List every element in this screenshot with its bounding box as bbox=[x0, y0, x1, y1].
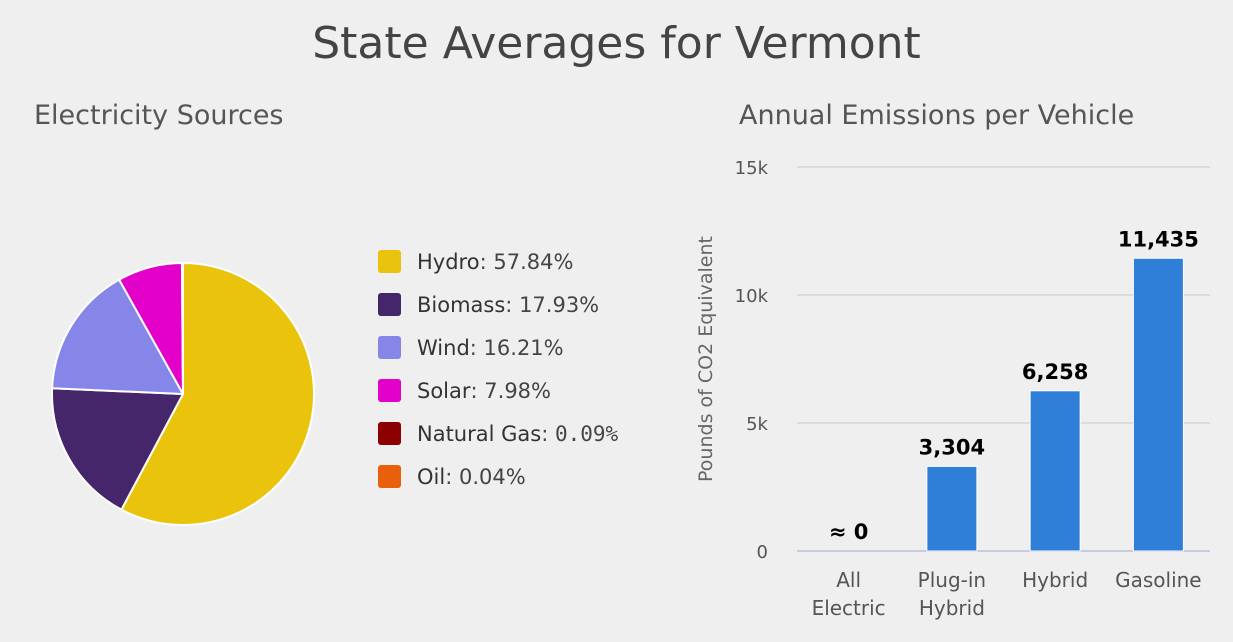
legend-item-wind[interactable]: Wind: 16.21% bbox=[378, 326, 618, 369]
bar-data-label: ≈ 0 bbox=[829, 520, 869, 544]
legend-item-oil[interactable]: Oil: 0.04% bbox=[378, 455, 618, 498]
y-tick-label: 15k bbox=[735, 158, 769, 179]
legend-value-biomass: 17.93% bbox=[519, 292, 600, 317]
legend-swatch-natural-gas bbox=[378, 422, 401, 445]
pie-slice-hydro[interactable] bbox=[120, 262, 315, 526]
legend-value-wind: 16.21% bbox=[483, 335, 564, 360]
y-tick-label: 5k bbox=[746, 414, 768, 435]
legend-name-oil: Oil bbox=[417, 464, 446, 489]
bar-gasoline[interactable] bbox=[1132, 257, 1184, 552]
legend-name-biomass: Biomass bbox=[417, 292, 506, 317]
legend-swatch-wind bbox=[378, 336, 401, 359]
electricity-sources-pie-chart bbox=[51, 261, 315, 526]
pie-chart-title: Electricity Sources bbox=[34, 100, 284, 131]
legend-swatch-hydro bbox=[378, 250, 401, 273]
page-title: State Averages for Vermont bbox=[312, 18, 921, 69]
bar-chart-title: Annual Emissions per Vehicle bbox=[739, 100, 1135, 131]
bar-data-label: 3,304 bbox=[919, 435, 985, 459]
pie-legend: Hydro: 57.84% Biomass: 17.93% Wind: 16.2… bbox=[378, 240, 618, 498]
annual-emissions-bar-chart: 0 5k 10k 15k Pounds of CO2 Equivalent ≈ 0 All E… bbox=[695, 158, 1210, 620]
legend-name-wind: Wind bbox=[417, 335, 470, 360]
legend-item-hydro[interactable]: Hydro: 57.84% bbox=[378, 240, 618, 283]
legend-value-oil: 0.04% bbox=[458, 464, 526, 489]
legend-item-solar[interactable]: Solar: 7.98% bbox=[378, 369, 618, 412]
bar-data-label: 6,258 bbox=[1022, 360, 1088, 384]
pie-slice-wind[interactable] bbox=[51, 278, 184, 395]
legend-name-solar: Solar bbox=[417, 378, 471, 403]
legend-name-natural-gas: Natural Gas bbox=[417, 421, 542, 446]
x-tick-label: Plug-in Hybrid bbox=[918, 568, 986, 620]
bar-plug-in-hybrid[interactable] bbox=[926, 465, 978, 552]
legend-value-solar: 7.98% bbox=[484, 378, 551, 403]
bar-data-label: 11,435 bbox=[1118, 227, 1199, 251]
x-tick-label: Hybrid bbox=[1022, 568, 1088, 592]
legend-swatch-biomass bbox=[378, 293, 401, 316]
x-tick-label: Gasoline bbox=[1115, 568, 1202, 592]
legend-name-hydro: Hydro bbox=[417, 249, 480, 274]
y-tick-label: 0 bbox=[757, 542, 768, 563]
legend-item-natural-gas[interactable]: Natural Gas: 0.09% bbox=[378, 412, 618, 455]
x-tick-label: All Electric bbox=[812, 568, 886, 620]
legend-value-hydro: 57.84% bbox=[493, 249, 574, 274]
pie-slice-biomass[interactable] bbox=[51, 387, 184, 511]
legend-value-natural-gas: 0.09% bbox=[554, 421, 619, 446]
legend-item-biomass[interactable]: Biomass: 17.93% bbox=[378, 283, 618, 326]
y-axis-label: Pounds of CO2 Equivalent bbox=[695, 236, 717, 482]
y-tick-label: 10k bbox=[735, 286, 769, 307]
legend-swatch-oil bbox=[378, 465, 401, 488]
bar-hybrid[interactable] bbox=[1029, 390, 1081, 552]
legend-swatch-solar bbox=[378, 379, 401, 402]
